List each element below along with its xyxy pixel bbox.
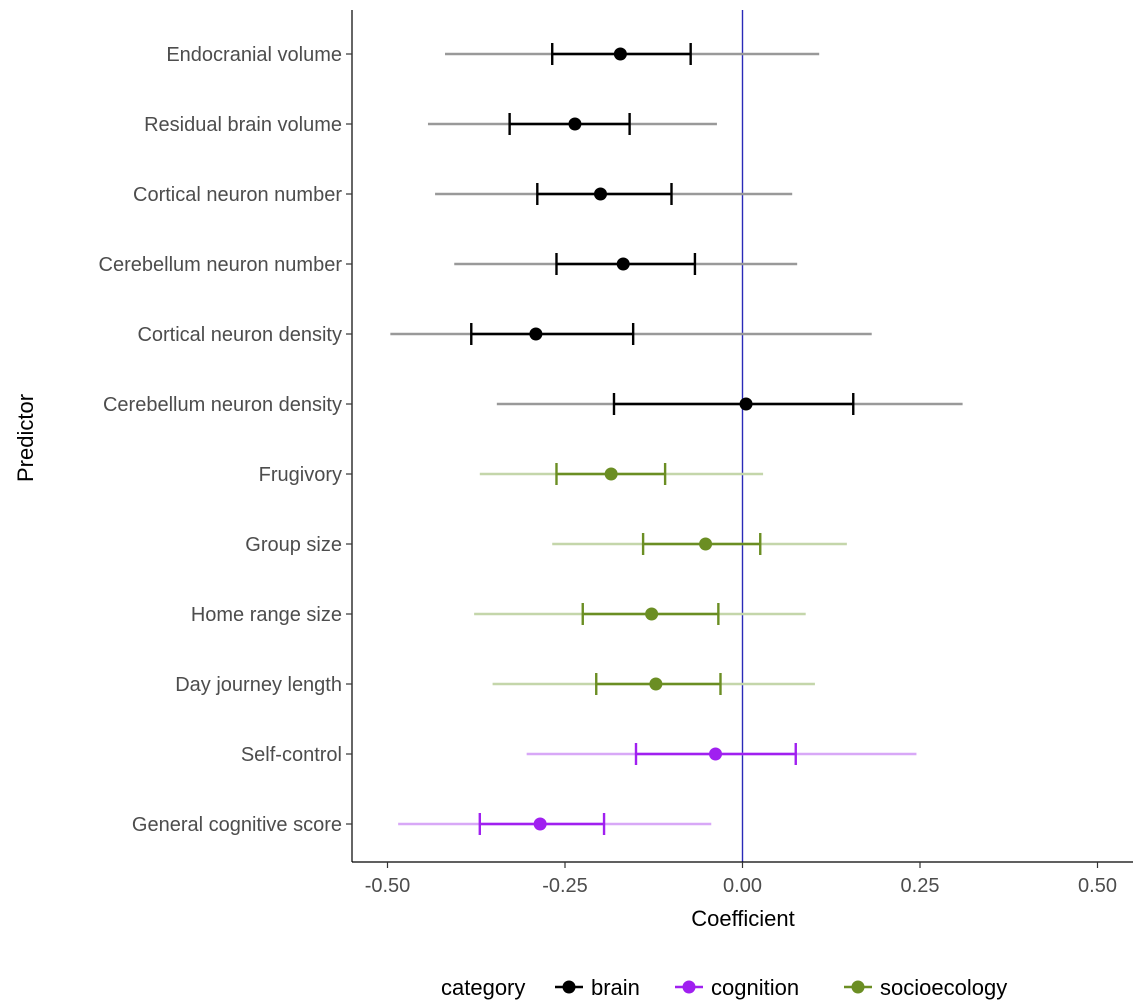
point-estimate <box>709 747 723 761</box>
y-tick-label: Endocranial volume <box>166 44 342 66</box>
point-estimate <box>739 397 753 411</box>
y-tick-label: General cognitive score <box>132 814 342 836</box>
plot-marks <box>390 10 963 862</box>
legend-key-point <box>562 980 576 994</box>
legend-item-cognition: cognition <box>675 975 799 1000</box>
y-tick-label: Day journey length <box>175 674 342 696</box>
x-tick-label: 0.25 <box>901 875 940 897</box>
point-estimate <box>649 677 663 691</box>
y-tick-label: Cerebellum neuron number <box>99 254 343 276</box>
x-tick-label: 0.50 <box>1078 875 1117 897</box>
legend: category brain cognition socioecology <box>441 975 1007 1000</box>
point-estimate <box>699 537 713 551</box>
legend-item-brain: brain <box>555 975 640 1000</box>
point-estimate <box>645 607 659 621</box>
point-estimate <box>594 187 607 201</box>
y-tick-label: Residual brain volume <box>144 114 342 136</box>
legend-item-socioecology: socioecology <box>844 975 1007 1000</box>
x-tick-label: 0.00 <box>723 875 762 897</box>
legend-label: cognition <box>711 975 799 1000</box>
point-estimate <box>613 47 627 61</box>
y-tick-label: Cerebellum neuron density <box>103 394 342 416</box>
y-ticks: Endocranial volume Residual brain volume C… <box>99 44 352 836</box>
y-tick-label: Frugivory <box>259 464 342 486</box>
point-estimate <box>533 817 547 831</box>
x-ticks: -0.50 -0.25 0.00 0.25 0.50 <box>365 862 1117 897</box>
point-estimate <box>529 327 543 341</box>
legend-key-point <box>851 980 865 994</box>
point-estimate <box>568 117 582 131</box>
y-tick-label: Self-control <box>241 744 342 766</box>
y-tick-label: Cortical neuron number <box>133 184 342 206</box>
legend-title: category <box>441 975 525 1000</box>
y-tick-label: Cortical neuron density <box>137 324 342 346</box>
x-axis-title: Coefficient <box>691 906 795 931</box>
legend-label: brain <box>591 975 640 1000</box>
legend-key-point <box>682 980 696 994</box>
legend-label: socioecology <box>880 975 1007 1000</box>
x-tick-label: -0.50 <box>365 875 411 897</box>
x-tick-label: -0.25 <box>542 875 588 897</box>
y-tick-label: Home range size <box>191 604 342 626</box>
point-estimate <box>604 467 618 481</box>
y-tick-label: Group size <box>245 534 342 556</box>
y-axis-title: Predictor <box>13 394 38 482</box>
point-estimate <box>616 257 630 271</box>
